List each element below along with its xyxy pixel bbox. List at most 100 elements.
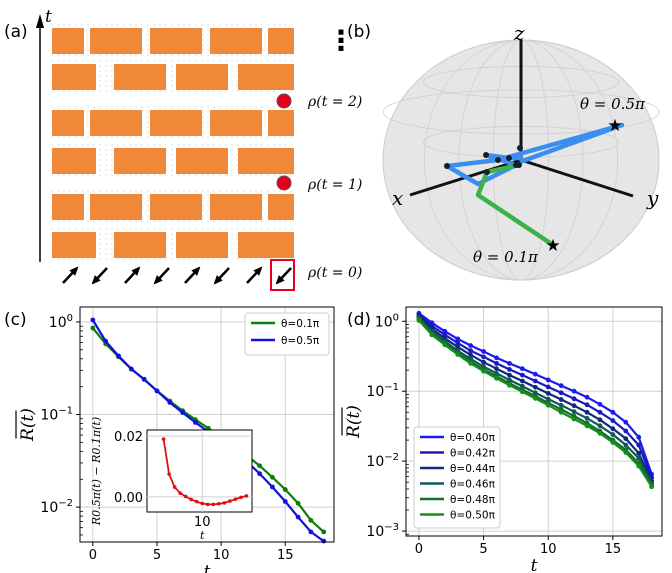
x-tick-label: 10: [213, 548, 230, 563]
data-point: [494, 360, 499, 366]
data-point: [270, 474, 275, 480]
gate-brick: [210, 194, 262, 220]
data-point: [442, 342, 448, 348]
data-point: [584, 402, 590, 408]
data-point: [636, 455, 642, 461]
data-point: [532, 371, 538, 377]
data-point: [308, 517, 314, 523]
inset-data-point: [189, 497, 194, 502]
legend-entry: θ=0.48π: [450, 494, 496, 506]
data-point: [636, 434, 642, 440]
data-point: [416, 317, 422, 323]
gate-brick: [52, 110, 84, 136]
data-point: [321, 538, 327, 544]
vertical-ellipsis: ⋮: [327, 24, 355, 57]
data-point: [507, 367, 512, 372]
data-point: [481, 349, 486, 354]
inset-data-point: [205, 502, 210, 507]
data-point: [455, 344, 461, 350]
gate-brick: [268, 110, 294, 136]
x-axis-label: x: [392, 186, 403, 210]
y-tick-label: 100: [375, 312, 399, 330]
data-point: [282, 487, 288, 492]
data-point: [257, 471, 262, 477]
data-point: [532, 395, 538, 401]
data-point: [257, 463, 262, 469]
time-axis-arrowhead: [36, 14, 44, 28]
data-point: [558, 383, 564, 389]
x-tick-label: 5: [153, 548, 161, 563]
inset-data-point: [183, 494, 188, 499]
data-point: [519, 378, 525, 384]
spin-arrowhead: [275, 275, 285, 285]
data-point: [584, 409, 590, 415]
annotation-theta-0.1pi: θ = 0.1π: [473, 248, 539, 266]
y-axis-label: R(t): [344, 405, 364, 439]
data-point: [507, 382, 512, 388]
legend-entry: θ=0.1π: [281, 318, 320, 330]
inset-data-point: [172, 485, 177, 489]
panel-d: (d) 0 5 10 15 100 10−1 10−2 10−3 t R(t) θ=0.40π θ=0…: [341, 306, 663, 573]
y-tick-label: 100: [49, 313, 73, 331]
data-point: [481, 359, 486, 365]
gate-brick: [52, 148, 96, 174]
data-point: [545, 377, 551, 383]
data-point: [90, 325, 96, 331]
data-point: [558, 397, 564, 402]
inset-data-point: [161, 437, 166, 441]
data-point: [494, 366, 499, 372]
data-point: [519, 383, 525, 389]
spin-arrowhead: [153, 275, 163, 285]
data-point: [584, 423, 590, 429]
data-point: [597, 401, 603, 407]
y-axis-label: y: [646, 186, 659, 210]
inset-x-tick-label: 10: [194, 515, 211, 530]
trajectory-theta-0.1pi: [475, 162, 555, 247]
x-tick-label: 0: [415, 542, 423, 557]
data-point: [610, 432, 616, 437]
data-point: [636, 442, 642, 448]
inset-data-point: [217, 502, 221, 506]
inset-data-point: [194, 499, 199, 504]
data-point: [623, 419, 629, 425]
legend-entry: θ=0.5π: [281, 335, 320, 347]
gate-brick: [176, 64, 228, 90]
data-point: [103, 338, 109, 344]
data-point: [494, 355, 499, 361]
measurement-marker-t1: [276, 175, 292, 191]
gate-brick: [176, 232, 228, 258]
data-point: [468, 352, 474, 358]
data-point: [519, 389, 525, 395]
data-point: [571, 403, 577, 409]
data-point: [597, 409, 603, 415]
data-point: [545, 391, 551, 396]
gate-brick: [52, 64, 96, 90]
data-point: [442, 332, 448, 338]
data-point: [481, 354, 486, 360]
inset-x-axis-label: t: [200, 529, 205, 542]
data-point: [141, 376, 147, 382]
data-point: [270, 484, 275, 490]
data-point: [558, 390, 564, 396]
inset-data-point: [239, 495, 243, 500]
gate-brick: [114, 64, 166, 90]
panel-c-label: (c): [4, 310, 27, 330]
data-point: [468, 343, 474, 348]
data-point: [295, 500, 301, 506]
legend-entry: θ=0.46π: [450, 479, 496, 491]
panel-a: (a) t ρ(t = 2) ρ(t = 1) ρ(t = 0) ⋮: [4, 7, 362, 291]
gate-brick: [176, 148, 228, 174]
data-point: [519, 372, 525, 378]
x-tick-label: 15: [605, 542, 622, 557]
data-point: [532, 390, 538, 396]
x-tick-label: 5: [479, 542, 487, 557]
gate-brick: [52, 28, 84, 54]
data-point: [494, 375, 499, 381]
data-point: [649, 484, 655, 490]
gate-brick: [114, 232, 166, 258]
data-point: [308, 529, 314, 535]
data-point: [193, 420, 198, 425]
panel-b-label: (b): [347, 22, 371, 42]
data-point: [532, 384, 538, 390]
data-point: [429, 332, 435, 338]
